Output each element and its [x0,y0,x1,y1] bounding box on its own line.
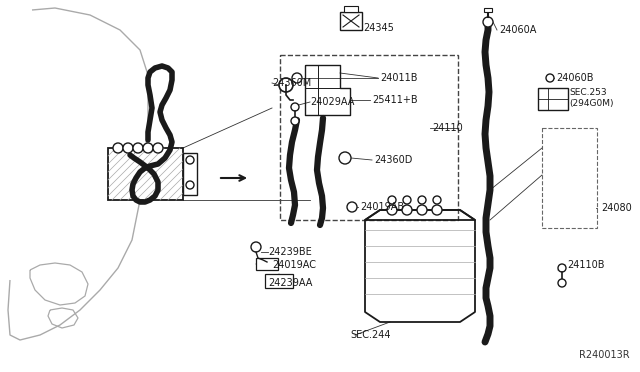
Circle shape [546,74,554,82]
Circle shape [417,205,427,215]
Bar [183,153,197,195]
Circle shape [291,117,299,125]
Circle shape [279,78,293,92]
Circle shape [388,196,396,204]
Circle shape [432,205,442,215]
Bar [280,55,458,220]
Circle shape [418,196,426,204]
Text: 24239AA: 24239AA [268,278,312,288]
Circle shape [186,181,194,189]
Circle shape [339,152,351,164]
Bar [538,88,568,110]
Circle shape [483,17,493,27]
Circle shape [292,73,302,83]
Text: 24080: 24080 [601,203,632,213]
Text: SEC.253
(294G0M): SEC.253 (294G0M) [569,88,614,108]
Circle shape [143,143,153,153]
Text: R240013R: R240013R [579,350,630,360]
Bar [265,274,293,288]
Text: 24345: 24345 [363,23,394,33]
Circle shape [433,196,441,204]
Text: 24360M: 24360M [272,78,311,88]
Text: 24110: 24110 [432,123,463,133]
Text: 24011B: 24011B [380,73,417,83]
Circle shape [402,205,412,215]
Bar [484,8,492,12]
Circle shape [558,264,566,272]
Circle shape [186,156,194,164]
Text: 24060A: 24060A [499,25,536,35]
Circle shape [153,143,163,153]
Bar [108,148,183,200]
Circle shape [251,242,261,252]
Bar [340,12,362,30]
Text: 24019AC: 24019AC [272,260,316,270]
Circle shape [387,205,397,215]
Bar [344,6,358,12]
Circle shape [123,143,133,153]
Circle shape [403,196,411,204]
Text: SEC.244: SEC.244 [350,330,390,340]
Circle shape [347,202,357,212]
Text: 24239BE: 24239BE [268,247,312,257]
Text: 24360D: 24360D [374,155,412,165]
Text: 24110B: 24110B [567,260,605,270]
Circle shape [113,143,123,153]
Text: 24019AB: 24019AB [360,202,404,212]
Bar [256,258,278,270]
Bar [542,128,597,228]
Circle shape [133,143,143,153]
Circle shape [291,103,299,111]
Text: 24060B: 24060B [556,73,593,83]
Text: 24029AA: 24029AA [310,97,355,107]
Text: 25411+B: 25411+B [372,95,418,105]
Circle shape [558,279,566,287]
